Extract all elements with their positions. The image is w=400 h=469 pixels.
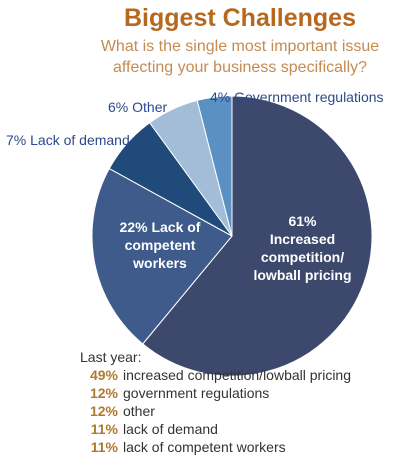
last-year-percent: 11% bbox=[90, 421, 118, 437]
pie-slice bbox=[196, 95, 233, 237]
slice-category: Increased competition/ lowball pricing bbox=[253, 231, 352, 283]
last-year-title: Last year: bbox=[80, 349, 142, 365]
last-year-percent: 11% bbox=[90, 439, 118, 455]
last-year-percent: 12% bbox=[89, 403, 118, 419]
slice-label: 22% Lack of competent workers bbox=[106, 218, 214, 272]
slice-label: 7% Lack of demand bbox=[6, 131, 130, 149]
slice-value-label: 61% bbox=[288, 213, 317, 229]
chart-title: Biggest Challenges bbox=[124, 4, 356, 32]
slice-value-label: 7% bbox=[6, 132, 27, 148]
slice-category: Lack of demand bbox=[30, 132, 130, 148]
slice-label: 6% Other bbox=[108, 98, 167, 116]
last-year-item: 49% increased competition/lowball pricing bbox=[80, 366, 351, 384]
pie-slice bbox=[142, 95, 373, 377]
last-year-label: government regulations bbox=[123, 385, 270, 401]
chart-subtitle: What is the single most important issue … bbox=[100, 38, 380, 76]
slice-category: Government regulations bbox=[234, 89, 384, 105]
slice-value-label: 4% bbox=[210, 89, 231, 105]
last-year-item: 11% lack of demand bbox=[80, 420, 351, 438]
pie-slice bbox=[91, 167, 233, 345]
last-year-label: other bbox=[123, 403, 155, 419]
last-year-label: lack of competent workers bbox=[123, 439, 286, 455]
slice-category: Other bbox=[132, 99, 168, 115]
last-year-percent: 49% bbox=[89, 367, 118, 383]
slice-category: Lack of competent workers bbox=[124, 219, 201, 271]
last-year-item: 12% other bbox=[80, 402, 351, 420]
slice-value-label: 22% bbox=[119, 219, 148, 235]
last-year: Last year: 49% increased competition/lowb… bbox=[80, 348, 351, 456]
last-year-percent: 12% bbox=[89, 385, 118, 401]
slice-label: 61% Increased competition/ lowball pricin… bbox=[240, 212, 365, 284]
last-year-item: 11% lack of competent workers bbox=[80, 438, 351, 456]
slice-label: 4% Government regulations bbox=[210, 88, 384, 106]
slice-value-label: 6% bbox=[108, 99, 129, 115]
last-year-label: lack of demand bbox=[123, 421, 218, 437]
last-year-item: 12% government regulations bbox=[80, 384, 351, 402]
last-year-label: increased competition/lowball pricing bbox=[123, 367, 352, 383]
